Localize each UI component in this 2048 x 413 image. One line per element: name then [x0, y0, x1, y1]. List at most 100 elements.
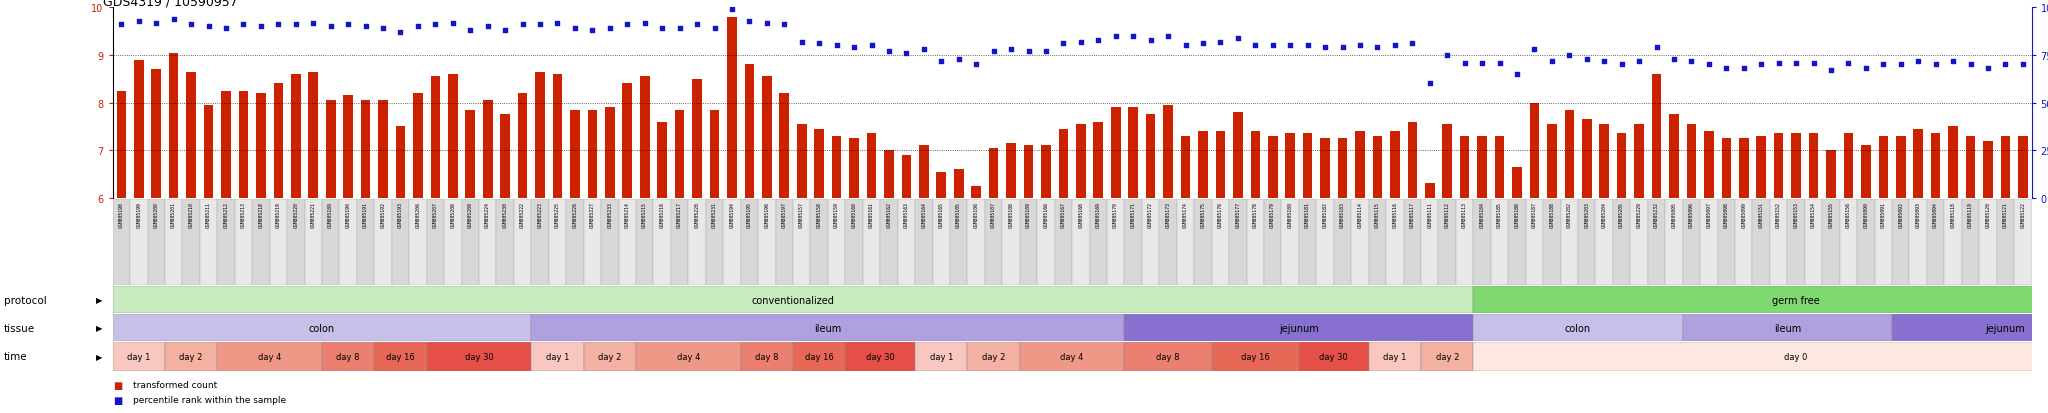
Bar — [688, 199, 707, 286]
Text: GSM805218: GSM805218 — [258, 202, 264, 228]
Bar — [133, 61, 143, 198]
Text: GSM805092: GSM805092 — [1898, 202, 1903, 228]
Bar — [1212, 199, 1229, 286]
Bar — [762, 77, 772, 198]
Bar — [356, 199, 375, 286]
Text: GSM805098: GSM805098 — [1724, 202, 1729, 228]
Bar — [426, 199, 444, 286]
Bar — [741, 342, 793, 371]
Text: day 2: day 2 — [981, 352, 1006, 361]
Point — [1937, 58, 1970, 65]
Point — [1413, 81, 1446, 88]
Bar — [1233, 113, 1243, 198]
Point — [1954, 62, 1987, 69]
Text: day 1: day 1 — [1382, 352, 1407, 361]
Text: GSM805152: GSM805152 — [1776, 202, 1782, 228]
Point — [1309, 45, 1341, 52]
Text: GSM805107: GSM805107 — [991, 202, 995, 228]
Text: tissue: tissue — [4, 323, 35, 333]
Bar — [1530, 103, 1540, 198]
Point — [961, 62, 993, 69]
Bar — [846, 342, 915, 371]
Text: GSM805196: GSM805196 — [764, 202, 770, 228]
Bar — [1722, 139, 1731, 198]
Bar — [827, 199, 846, 286]
Text: GSM805163: GSM805163 — [903, 202, 909, 228]
Bar — [1337, 139, 1348, 198]
Point — [715, 7, 748, 14]
Bar — [815, 129, 823, 198]
Bar — [967, 342, 1020, 371]
Bar — [866, 134, 877, 198]
Bar — [1094, 122, 1104, 198]
Point — [1692, 62, 1724, 69]
Text: GSM805154: GSM805154 — [1810, 202, 1817, 228]
Text: GSM805121: GSM805121 — [2003, 202, 2007, 228]
Point — [1274, 43, 1307, 50]
Point — [1552, 52, 1585, 59]
Bar — [1927, 199, 1944, 286]
Text: GSM805090: GSM805090 — [1864, 202, 1868, 228]
Point — [104, 22, 137, 28]
Point — [1343, 43, 1376, 50]
Bar — [1561, 199, 1579, 286]
Point — [1221, 36, 1253, 42]
Bar — [270, 199, 287, 286]
Point — [1536, 58, 1569, 65]
Bar — [565, 199, 584, 286]
Point — [158, 17, 190, 23]
Point — [610, 22, 643, 28]
Bar — [1579, 199, 1595, 286]
Bar — [1059, 129, 1069, 198]
Bar — [915, 342, 967, 371]
Bar — [1982, 141, 1993, 198]
Bar — [1843, 134, 1853, 198]
Bar — [240, 91, 248, 198]
Point — [1761, 60, 1794, 66]
Bar — [465, 110, 475, 198]
Point — [1151, 33, 1184, 40]
Text: day 1: day 1 — [930, 352, 952, 361]
Bar — [936, 172, 946, 198]
Text: GSM805120: GSM805120 — [1985, 202, 1991, 228]
Text: day 2: day 2 — [1436, 352, 1458, 361]
Text: GSM805183: GSM805183 — [1339, 202, 1346, 228]
Point — [367, 26, 399, 33]
Point — [1710, 66, 1743, 72]
Bar — [1827, 151, 1835, 198]
Bar — [758, 199, 776, 286]
Text: GSM805215: GSM805215 — [643, 202, 647, 228]
Bar — [793, 342, 846, 371]
Bar — [1352, 199, 1368, 286]
Bar — [1931, 134, 1939, 198]
Bar — [862, 199, 881, 286]
Text: day 16: day 16 — [805, 352, 834, 361]
Text: GSM805222: GSM805222 — [520, 202, 524, 228]
Bar — [379, 101, 387, 198]
Text: ileum: ileum — [815, 323, 842, 333]
Bar — [444, 199, 461, 286]
Text: GSM805220: GSM805220 — [293, 202, 299, 228]
Point — [227, 22, 260, 28]
Bar — [1407, 122, 1417, 198]
Text: time: time — [4, 351, 29, 361]
Bar — [1403, 199, 1421, 286]
Bar — [1614, 199, 1630, 286]
Bar — [1757, 136, 1765, 198]
Point — [926, 58, 958, 65]
Text: GSM805159: GSM805159 — [834, 202, 840, 228]
Point — [1483, 60, 1516, 66]
Bar — [780, 94, 788, 198]
Point — [1378, 43, 1411, 50]
Text: GSM805168: GSM805168 — [1079, 202, 1083, 228]
Bar — [530, 199, 549, 286]
Bar — [1683, 314, 1892, 341]
Bar — [1477, 136, 1487, 198]
Text: GSM805232: GSM805232 — [1655, 202, 1659, 228]
Text: GSM805229: GSM805229 — [1636, 202, 1642, 228]
Bar — [1704, 132, 1714, 198]
Bar — [1962, 199, 1978, 286]
Point — [680, 22, 713, 28]
Bar — [1858, 199, 1874, 286]
Bar — [360, 101, 371, 198]
